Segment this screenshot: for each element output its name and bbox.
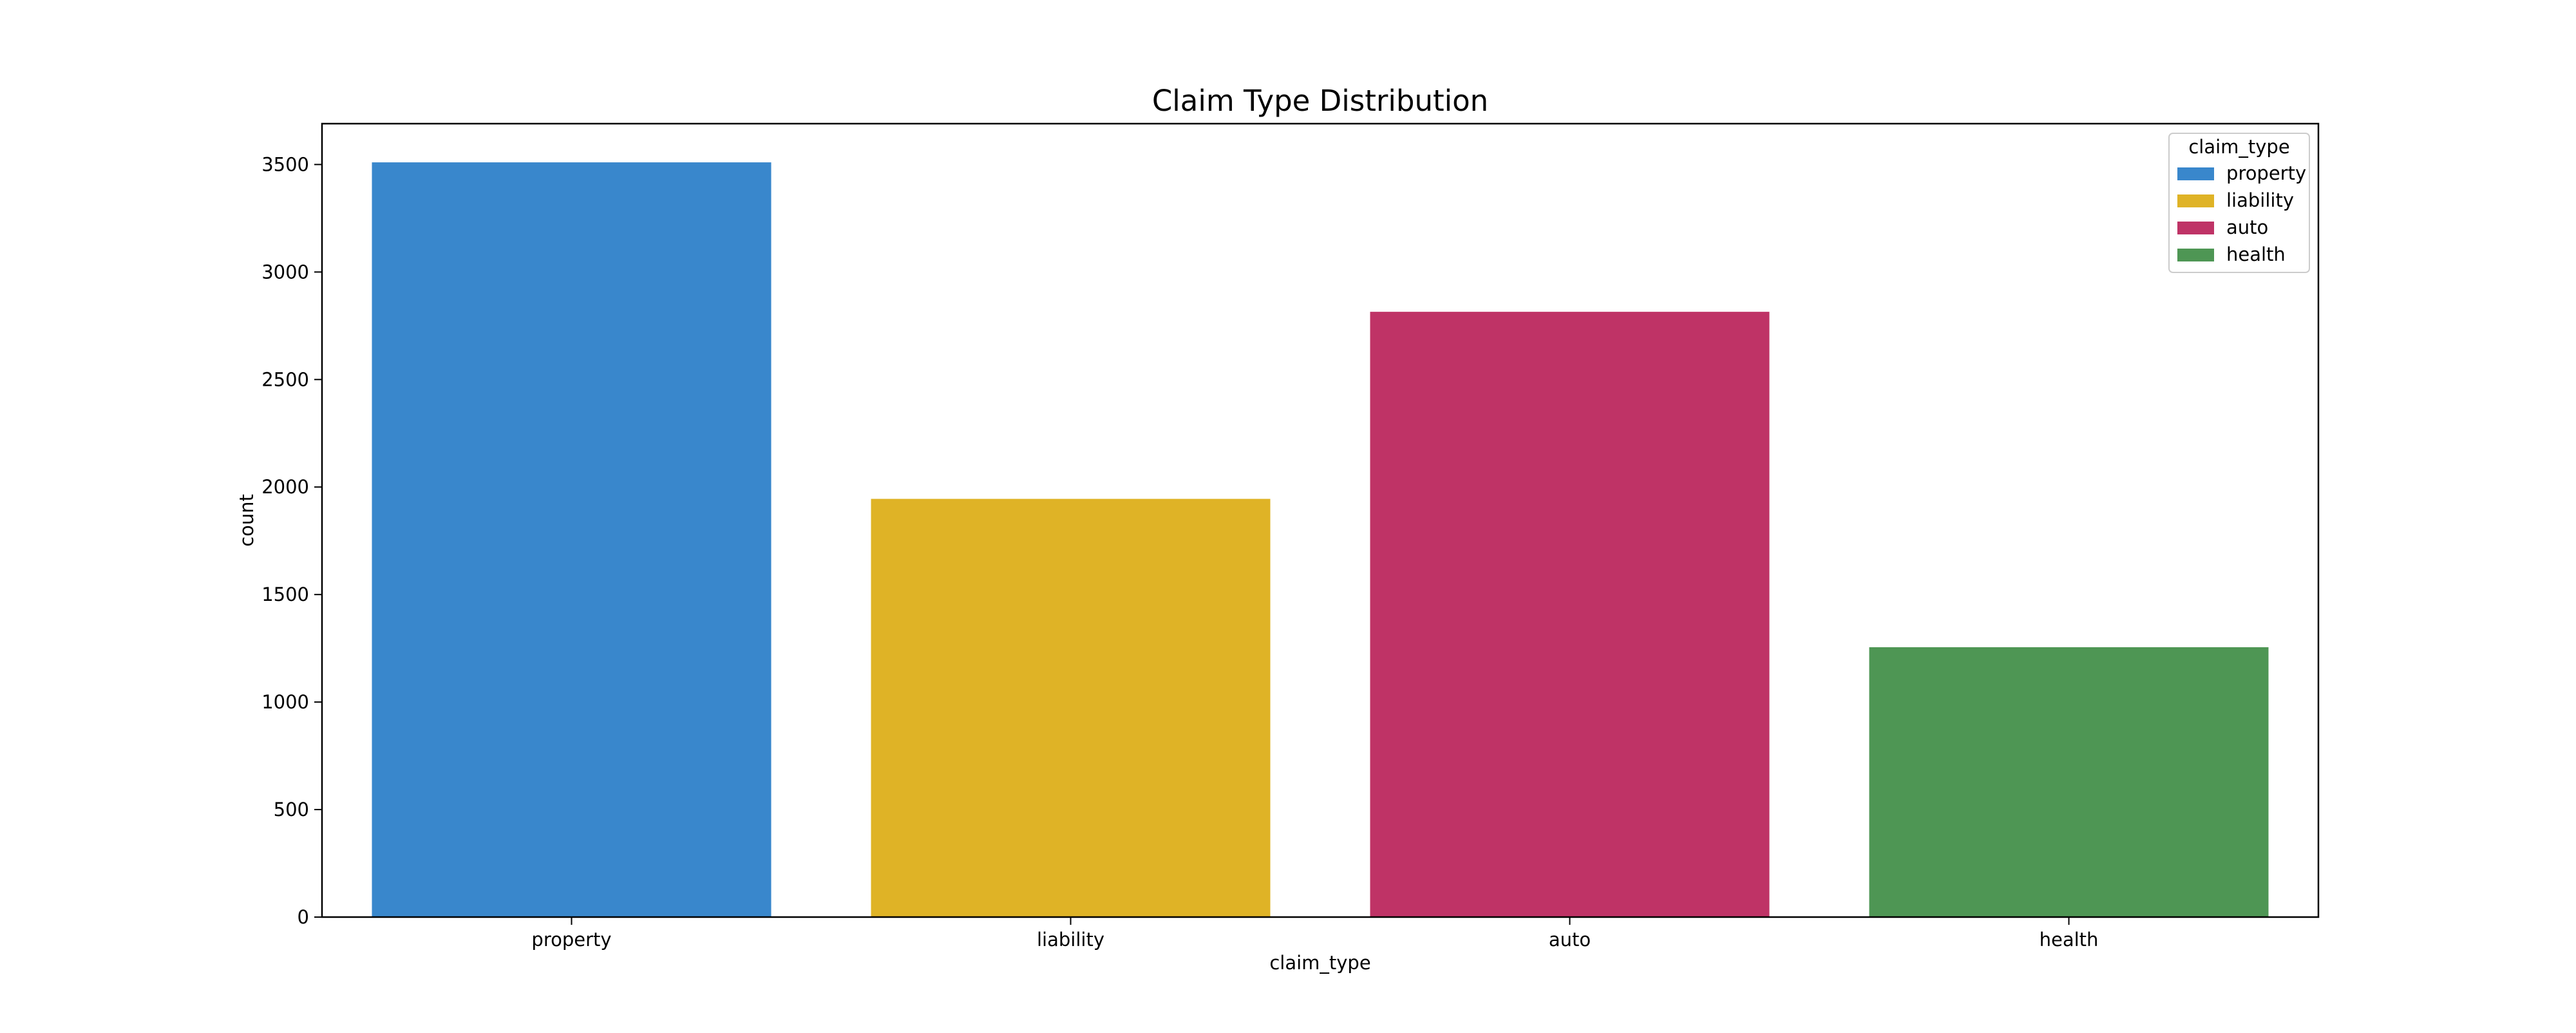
x-tick-label-liability: liability xyxy=(1037,929,1104,951)
y-tick-label: 2000 xyxy=(261,476,309,498)
x-axis-label: claim_type xyxy=(1269,952,1370,974)
y-axis-label: count xyxy=(236,494,258,547)
legend-label-health: health xyxy=(2226,243,2286,265)
bars-layer xyxy=(372,162,2269,918)
y-tick-label: 3500 xyxy=(261,153,309,175)
legend-label-liability: liability xyxy=(2226,189,2294,211)
legend: claim_type property liability auto health xyxy=(2168,133,2310,273)
x-axis: property liability auto health xyxy=(531,917,2098,951)
legend-label-auto: auto xyxy=(2226,216,2268,238)
y-axis: 0 500 1000 1500 2000 2500 3000 3500 xyxy=(261,153,322,928)
axes-frame xyxy=(321,122,2320,918)
legend-swatch-auto xyxy=(2177,222,2214,234)
y-tick-label: 2500 xyxy=(261,368,309,390)
bar-auto xyxy=(1370,312,1770,917)
legend-swatch-liability xyxy=(2177,194,2214,207)
legend-title: claim_type xyxy=(2188,136,2289,158)
x-tick-label-auto: auto xyxy=(1549,929,1591,951)
chart-title: Claim Type Distribution xyxy=(1152,84,1488,118)
y-tick-label: 500 xyxy=(274,799,309,820)
y-tick-label: 1500 xyxy=(261,583,309,605)
x-tick-label-health: health xyxy=(2040,929,2099,951)
y-tick-label: 1000 xyxy=(261,691,309,713)
legend-swatch-property xyxy=(2177,167,2214,180)
legend-entries: property liability auto health xyxy=(2177,162,2306,265)
legend-label-property: property xyxy=(2226,162,2306,184)
bar-health xyxy=(1869,647,2269,917)
bar-property xyxy=(372,162,772,918)
y-tick-label: 3000 xyxy=(261,261,309,283)
bar-liability xyxy=(871,498,1271,917)
x-tick-label-property: property xyxy=(531,929,611,951)
y-tick-label: 0 xyxy=(298,906,309,928)
legend-swatch-health xyxy=(2177,249,2214,261)
